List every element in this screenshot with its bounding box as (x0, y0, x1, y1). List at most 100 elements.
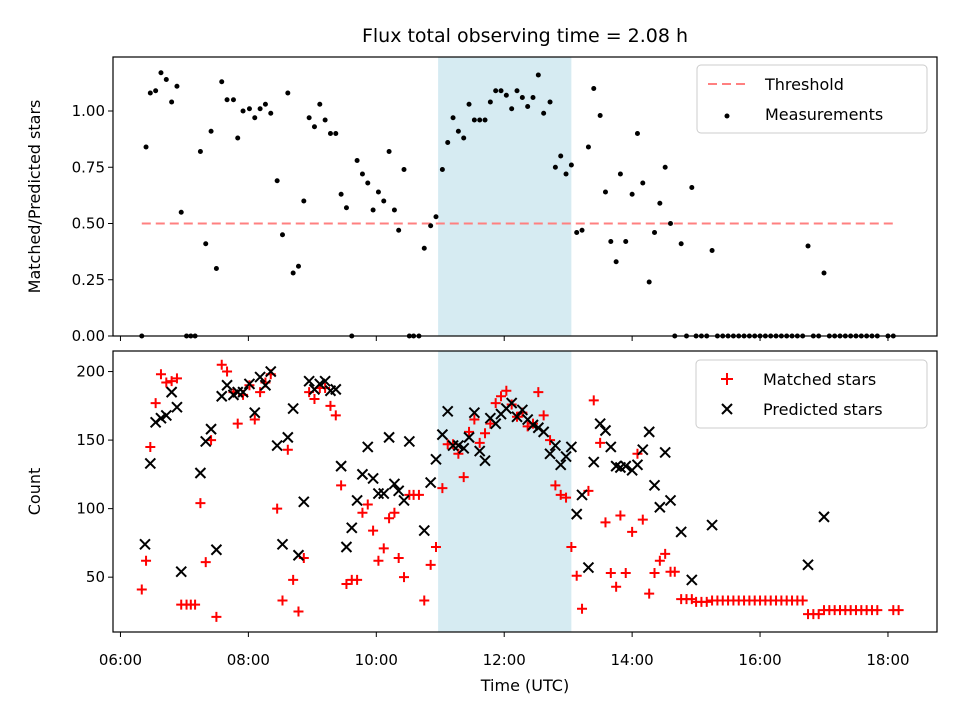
legend-matched-swatch (721, 373, 733, 385)
predicted-star-point (643, 426, 655, 438)
predicted-star-point (210, 544, 223, 556)
predicted-star-point (372, 487, 385, 500)
matched-star-point (141, 555, 152, 566)
x-tick-label: 06:00 (99, 651, 142, 669)
x-tick-label: 10:00 (355, 651, 398, 669)
predicted-star-point (511, 411, 523, 423)
bottom-x-axis-label: Time (UTC) (480, 676, 569, 695)
measurement-point (455, 128, 461, 134)
predicted-star-point (383, 431, 395, 444)
predicted-star-point (594, 417, 606, 430)
x-tick-label: 16:00 (738, 651, 781, 669)
predicted-star-point (802, 559, 814, 571)
predicted-star-point (544, 448, 556, 460)
measurement-point (153, 88, 159, 94)
measurement-point (461, 135, 467, 141)
measurement-point (359, 171, 365, 177)
matched-star-point (325, 400, 336, 411)
x-tick-label: 14:00 (611, 651, 654, 669)
measurement-point (311, 124, 317, 130)
predicted-star-point (249, 406, 261, 419)
matched-star-point (566, 542, 577, 553)
matched-star-point (150, 398, 161, 409)
measurement-point (252, 115, 258, 121)
measurement-point (338, 191, 344, 197)
measurement-point (169, 99, 175, 105)
predicted-star-point (457, 442, 470, 455)
measurement-point (290, 270, 296, 276)
predicted-star-point (259, 379, 272, 391)
measurement-point (662, 164, 668, 170)
matched-star-point (872, 605, 883, 616)
measurement-point (428, 223, 434, 229)
matched-star-point (190, 599, 201, 610)
matched-star-point (399, 572, 410, 583)
predicted-star-point (436, 428, 449, 441)
measurement-point (158, 70, 164, 76)
measurement-point (306, 115, 312, 121)
matched-star-point (469, 414, 480, 425)
predicted-star-point (637, 443, 649, 456)
measurement-point (333, 131, 339, 136)
measurement-point (375, 189, 381, 195)
matched-star-point (309, 393, 320, 404)
predicted-star-point (171, 401, 183, 413)
measurement-point (445, 140, 451, 145)
measurement-point (439, 167, 445, 172)
matched-star-point (615, 510, 626, 521)
measurement-point (709, 248, 715, 253)
predicted-star-point (570, 508, 583, 520)
matched-star-point (145, 441, 156, 452)
measurement-point (579, 227, 585, 233)
measurement-point (646, 279, 652, 285)
predicted-star-point (620, 460, 632, 472)
bottom-y-axis-label: Count (25, 468, 44, 516)
predicted-star-point (516, 404, 529, 416)
legend-matched-label: Matched stars (763, 370, 876, 389)
predicted-star-point (221, 379, 233, 391)
matched-star-point (561, 492, 572, 503)
matched-star-point (555, 489, 566, 500)
measurement-point (354, 158, 360, 163)
measurement-point (279, 232, 285, 238)
matched-star-point (669, 566, 680, 577)
measurement-point (163, 77, 169, 82)
measurement-point (591, 86, 597, 91)
matched-star-point (644, 588, 655, 599)
matched-star-point (813, 609, 824, 620)
matched-star-point (474, 437, 485, 448)
matched-star-point (336, 480, 347, 491)
measurement-point (617, 171, 623, 177)
measurement-point (433, 214, 439, 220)
measurement-point (235, 135, 241, 141)
predicted-star-point (271, 439, 283, 452)
predicted-star-point (398, 494, 410, 507)
matched-star-point (362, 499, 373, 510)
matched-star-point (378, 543, 389, 554)
measurement-point (503, 92, 509, 98)
matched-star-point (550, 480, 561, 491)
measurement-point (613, 259, 619, 265)
measurement-point (482, 117, 488, 123)
matched-star-point (211, 611, 222, 622)
measurement-point (509, 106, 515, 112)
matched-star-point (277, 595, 288, 606)
matched-star-point (654, 555, 665, 566)
matched-star-point (357, 507, 368, 518)
y-tick-label: 0.25 (72, 271, 105, 289)
measurement-point (421, 245, 427, 251)
predicted-star-point (144, 457, 157, 470)
predicted-star-point (648, 479, 661, 492)
matched-star-point (166, 376, 177, 387)
measurement-point (343, 205, 349, 211)
legend-measurements-label: Measurements (765, 105, 883, 124)
matched-star-point (480, 428, 491, 439)
matched-star-point (171, 373, 182, 384)
measurement-point (652, 230, 658, 235)
bottom-legend-box (695, 359, 928, 429)
measurement-point (203, 241, 209, 247)
matched-star-point (352, 574, 363, 585)
measurement-point (477, 117, 483, 123)
measurement-point (391, 207, 397, 213)
predicted-star-point (582, 561, 595, 574)
